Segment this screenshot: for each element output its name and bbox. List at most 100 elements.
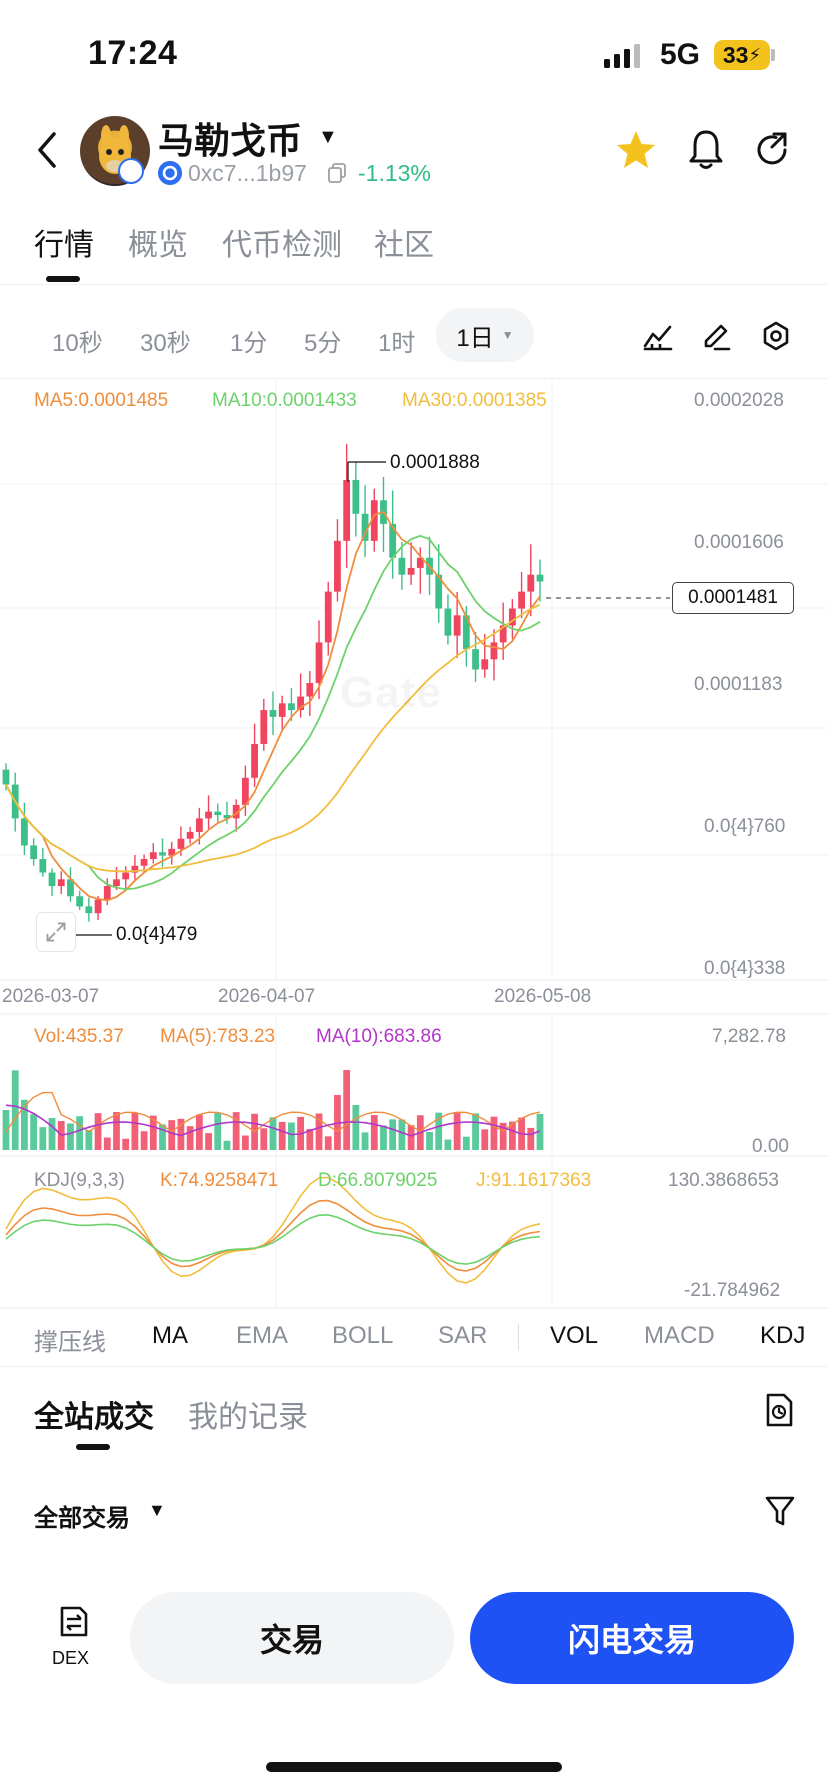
indicator-icon[interactable] bbox=[642, 320, 674, 352]
indicator-tab-kdj[interactable]: KDJ bbox=[760, 1322, 806, 1349]
indicator-tab-vol[interactable]: VOL bbox=[550, 1322, 599, 1349]
timeframe-30s[interactable]: 30秒 bbox=[140, 330, 191, 357]
candle-body bbox=[103, 886, 111, 900]
volume-bar bbox=[499, 1122, 507, 1150]
kdj-k-line bbox=[5, 1199, 541, 1272]
candle-body bbox=[113, 879, 120, 887]
volume-bar bbox=[85, 1130, 93, 1150]
timeframe-1m[interactable]: 1分 bbox=[230, 330, 268, 357]
battery-icon: 33 ⚡ bbox=[714, 40, 770, 70]
volume-bar bbox=[11, 1070, 19, 1150]
candle-body bbox=[481, 659, 489, 670]
candle-body bbox=[361, 513, 369, 541]
tab-my-records[interactable]: 我的记录 bbox=[188, 1401, 308, 1434]
tab-market[interactable]: 行情 bbox=[34, 229, 94, 262]
volume-bar bbox=[241, 1135, 249, 1150]
candle-body bbox=[48, 872, 56, 887]
home-indicator bbox=[266, 1762, 562, 1772]
price-tick: 0.0001606 bbox=[694, 532, 784, 553]
star-icon[interactable] bbox=[614, 128, 658, 172]
candle-body bbox=[21, 818, 28, 846]
candle-body bbox=[251, 743, 258, 778]
indicator-tab-sar[interactable]: SAR bbox=[438, 1322, 488, 1349]
caret-down-icon[interactable]: ▼ bbox=[148, 1500, 166, 1520]
flash-trade-button[interactable]: 闪电交易 bbox=[470, 1592, 794, 1684]
volume-bar bbox=[260, 1128, 268, 1150]
kdj-k-label: K:74.9258471 bbox=[160, 1170, 279, 1191]
vol-ma10-label: MA(10):683.86 bbox=[316, 1026, 442, 1047]
token-name[interactable]: 马勒戈币 bbox=[158, 120, 303, 161]
candle-body bbox=[288, 703, 295, 711]
tab-community[interactable]: 社区 bbox=[374, 229, 434, 262]
volume-bar bbox=[39, 1127, 47, 1150]
ma30-line bbox=[5, 603, 541, 873]
charging-icon: ⚡ bbox=[748, 44, 762, 65]
bell-icon[interactable] bbox=[686, 128, 726, 172]
vol-label: Vol:435.37 bbox=[34, 1026, 124, 1047]
volume-bar bbox=[490, 1116, 498, 1150]
volume-bar bbox=[269, 1117, 277, 1150]
price-tick: 0.0{4}338 bbox=[704, 958, 786, 979]
dex-label[interactable]: DEX bbox=[52, 1648, 90, 1668]
candle-body bbox=[177, 838, 185, 849]
indicator-tab-boll[interactable]: BOLL bbox=[332, 1322, 394, 1349]
timeframe-5m[interactable]: 5分 bbox=[304, 330, 342, 357]
volume-bar bbox=[472, 1113, 479, 1150]
volume-bar bbox=[352, 1105, 360, 1150]
vol-ma5-line bbox=[5, 1091, 541, 1133]
indicator-tab-ema[interactable]: EMA bbox=[236, 1322, 289, 1349]
indicator-tab-support[interactable]: 撑压线 bbox=[34, 1329, 106, 1356]
indicator-tab-macd[interactable]: MACD bbox=[644, 1322, 715, 1349]
caret-down-icon[interactable]: ▼ bbox=[318, 126, 338, 148]
vol-axis-max: 7,282.78 bbox=[712, 1026, 786, 1047]
tab-token-check[interactable]: 代币检测 bbox=[222, 229, 342, 262]
tab-overview[interactable]: 概览 bbox=[128, 229, 188, 262]
dex-swap-icon[interactable] bbox=[56, 1604, 92, 1640]
copy-icon[interactable] bbox=[328, 163, 346, 183]
settings-hexagon-icon[interactable] bbox=[760, 320, 792, 352]
battery-tip bbox=[771, 49, 775, 61]
kdj-d-label: D:66.8079025 bbox=[318, 1170, 438, 1191]
history-icon[interactable] bbox=[764, 1392, 794, 1428]
volume-bar bbox=[444, 1139, 452, 1150]
vol-ma10-line bbox=[5, 1104, 541, 1137]
candle-body bbox=[334, 540, 341, 592]
date-tick: 2026-05-08 bbox=[494, 986, 592, 1007]
kline-chart[interactable] bbox=[0, 380, 828, 1310]
expand-arrows-icon bbox=[46, 922, 66, 942]
volume-bar bbox=[159, 1124, 166, 1150]
status-time: 17:24 bbox=[88, 34, 178, 72]
battery-level: 33 bbox=[722, 41, 749, 68]
volume-bar bbox=[380, 1125, 387, 1150]
candle-body bbox=[278, 703, 286, 717]
back-icon[interactable] bbox=[32, 128, 64, 172]
candle-body bbox=[76, 896, 84, 907]
draw-pen-icon[interactable] bbox=[700, 320, 732, 352]
volume-bar bbox=[205, 1133, 212, 1150]
timeframe-10s[interactable]: 10秒 bbox=[52, 330, 103, 357]
volume-bar bbox=[131, 1112, 139, 1150]
volume-bar bbox=[232, 1112, 240, 1150]
candle-body bbox=[490, 642, 498, 660]
price-tick: 0.0{4}760 bbox=[704, 816, 786, 837]
indicator-separator bbox=[518, 1324, 519, 1350]
candle-body bbox=[315, 642, 323, 684]
trade-button[interactable]: 交易 bbox=[130, 1592, 454, 1684]
network-label: 5G bbox=[660, 38, 701, 71]
expand-icon[interactable] bbox=[36, 912, 76, 952]
indicator-tab-ma[interactable]: MA bbox=[152, 1322, 188, 1349]
low-price-label: 0.0{4}479 bbox=[116, 924, 198, 945]
filter-funnel-icon[interactable] bbox=[764, 1494, 796, 1528]
volume-bar bbox=[94, 1113, 102, 1150]
trade-filter[interactable]: 全部交易 bbox=[34, 1505, 130, 1532]
tab-all-trades[interactable]: 全站成交 bbox=[34, 1401, 154, 1434]
ma30-label: MA30:0.0001385 bbox=[402, 390, 547, 411]
kdj-d-line bbox=[5, 1214, 541, 1265]
kdj-axis-max: 130.3868653 bbox=[668, 1170, 779, 1191]
timeframe-1h[interactable]: 1时 bbox=[378, 330, 416, 357]
candle-body bbox=[416, 557, 424, 568]
candle-body bbox=[527, 574, 535, 592]
timeframe-1d[interactable]: 1日 ▼ bbox=[436, 308, 534, 362]
share-icon[interactable] bbox=[752, 130, 792, 170]
volume-bar bbox=[398, 1119, 406, 1150]
